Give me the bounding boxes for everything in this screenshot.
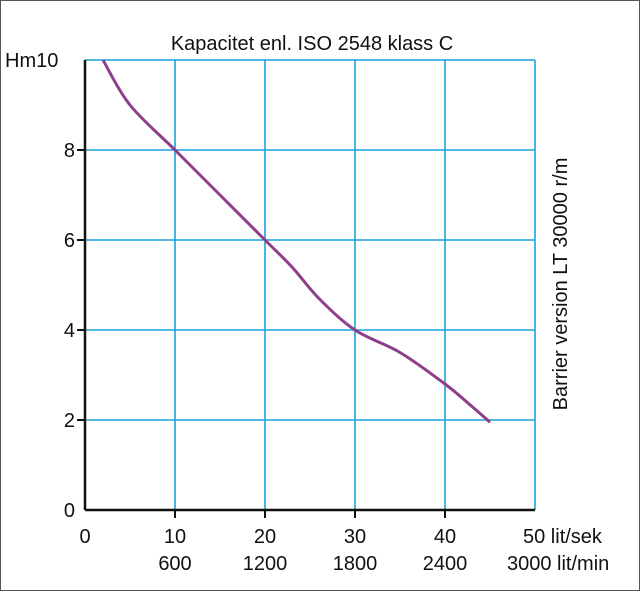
y-tick-label: 2 xyxy=(64,410,75,432)
x-tick-label: 20 xyxy=(254,526,276,548)
x-tick-label-lit-min: 600 xyxy=(158,553,191,575)
x-last-tick-lit-min: 3000 lit/min xyxy=(507,553,609,575)
x-tick-label: 30 xyxy=(344,526,366,548)
x-last-tick-lit-sek: 50 lit/sek xyxy=(523,526,603,548)
x-tick-labels: 0 10 20 30 40 600 1200 1800 2400 50 lit/sek 3000 l… xyxy=(79,526,609,575)
y-tick-label: 8 xyxy=(64,140,75,162)
x-tick-label-lit-min: 1800 xyxy=(333,553,378,575)
axes xyxy=(77,60,535,518)
x-tick-label-lit-min: 2400 xyxy=(423,553,468,575)
y-tick-labels: 0 2 4 6 8 Hm10 xyxy=(5,50,75,522)
x-tick-label: 40 xyxy=(434,526,456,548)
y-tick-label: 4 xyxy=(64,320,75,342)
series-line xyxy=(101,59,491,424)
chart-title: Kapacitet enl. ISO 2548 klass C xyxy=(171,33,453,55)
y-tick-label: 0 xyxy=(64,500,75,522)
y-top-value: 10 xyxy=(36,50,58,72)
right-axis-label: Barrier version LT 30000 r/m xyxy=(550,158,572,411)
x-tick-label: 0 xyxy=(79,526,90,548)
y-unit-label: Hm xyxy=(5,50,36,72)
y-tick-label: 6 xyxy=(64,230,75,252)
x-tick-label: 10 xyxy=(164,526,186,548)
x-tick-label-lit-min: 1200 xyxy=(243,553,288,575)
y-top-tick-label: Hm10 xyxy=(5,50,58,72)
